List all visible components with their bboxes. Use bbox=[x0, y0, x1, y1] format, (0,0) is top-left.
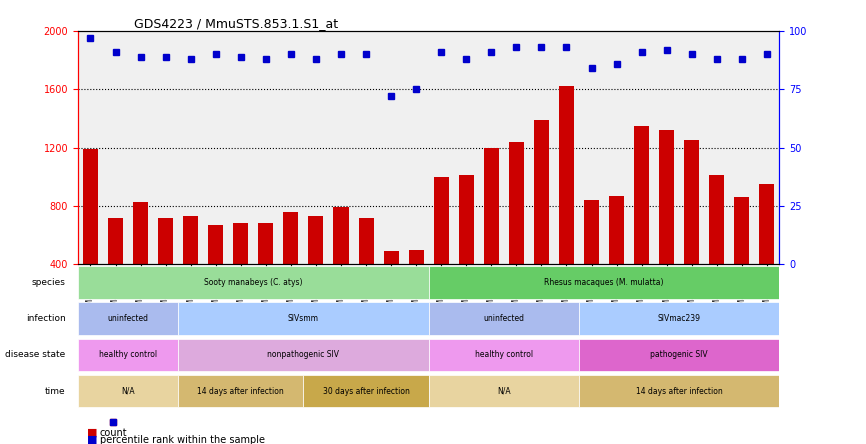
Bar bbox=[208, 225, 223, 322]
Text: N/A: N/A bbox=[121, 387, 135, 396]
Bar bbox=[559, 87, 574, 322]
Bar bbox=[734, 197, 749, 322]
FancyBboxPatch shape bbox=[78, 266, 429, 299]
Bar bbox=[283, 212, 299, 322]
Bar bbox=[459, 175, 474, 322]
Text: disease state: disease state bbox=[5, 350, 66, 359]
Bar bbox=[384, 251, 398, 322]
Text: infection: infection bbox=[26, 314, 66, 323]
Text: 14 days after infection: 14 days after infection bbox=[197, 387, 284, 396]
Bar bbox=[233, 223, 249, 322]
Text: uninfected: uninfected bbox=[107, 314, 149, 323]
Text: N/A: N/A bbox=[497, 387, 511, 396]
Text: ■: ■ bbox=[87, 435, 97, 444]
Bar bbox=[684, 140, 699, 322]
FancyBboxPatch shape bbox=[78, 338, 178, 371]
Text: pathogenic SIV: pathogenic SIV bbox=[650, 350, 708, 359]
Text: Rhesus macaques (M. mulatta): Rhesus macaques (M. mulatta) bbox=[545, 278, 663, 287]
Text: 14 days after infection: 14 days after infection bbox=[636, 387, 722, 396]
FancyBboxPatch shape bbox=[579, 375, 779, 408]
Text: healthy control: healthy control bbox=[475, 350, 533, 359]
Bar bbox=[609, 196, 624, 322]
Bar bbox=[308, 216, 324, 322]
Text: 30 days after infection: 30 days after infection bbox=[323, 387, 410, 396]
Text: SIVsmm: SIVsmm bbox=[288, 314, 319, 323]
Bar bbox=[434, 177, 449, 322]
Text: healthy control: healthy control bbox=[99, 350, 157, 359]
Bar bbox=[533, 120, 549, 322]
Bar bbox=[484, 148, 499, 322]
FancyBboxPatch shape bbox=[579, 302, 779, 335]
Bar bbox=[584, 200, 599, 322]
Bar bbox=[184, 216, 198, 322]
Text: species: species bbox=[31, 278, 66, 287]
FancyBboxPatch shape bbox=[303, 375, 429, 408]
FancyBboxPatch shape bbox=[429, 302, 579, 335]
Bar bbox=[108, 218, 123, 322]
Text: SIVmac239: SIVmac239 bbox=[657, 314, 701, 323]
FancyBboxPatch shape bbox=[178, 375, 303, 408]
Bar bbox=[359, 218, 373, 322]
Bar bbox=[709, 175, 724, 322]
Text: Sooty manabeys (C. atys): Sooty manabeys (C. atys) bbox=[204, 278, 302, 287]
FancyBboxPatch shape bbox=[579, 338, 779, 371]
Bar bbox=[634, 126, 650, 322]
Text: GDS4223 / MmuSTS.853.1.S1_at: GDS4223 / MmuSTS.853.1.S1_at bbox=[134, 17, 339, 30]
Bar bbox=[759, 184, 774, 322]
FancyBboxPatch shape bbox=[178, 302, 429, 335]
Bar bbox=[659, 130, 675, 322]
FancyBboxPatch shape bbox=[429, 266, 779, 299]
Bar bbox=[409, 250, 423, 322]
Bar bbox=[133, 202, 148, 322]
FancyBboxPatch shape bbox=[78, 302, 178, 335]
Bar bbox=[509, 142, 524, 322]
Bar bbox=[258, 223, 274, 322]
Text: time: time bbox=[45, 387, 66, 396]
Text: uninfected: uninfected bbox=[483, 314, 524, 323]
FancyBboxPatch shape bbox=[78, 375, 178, 408]
Bar bbox=[158, 218, 173, 322]
Text: nonpathogenic SIV: nonpathogenic SIV bbox=[268, 350, 339, 359]
Text: ■: ■ bbox=[87, 428, 97, 438]
FancyBboxPatch shape bbox=[429, 338, 579, 371]
Text: count: count bbox=[100, 428, 127, 438]
Text: percentile rank within the sample: percentile rank within the sample bbox=[100, 435, 265, 444]
Bar bbox=[83, 149, 98, 322]
FancyBboxPatch shape bbox=[178, 338, 429, 371]
FancyBboxPatch shape bbox=[429, 375, 579, 408]
Bar bbox=[333, 207, 348, 322]
